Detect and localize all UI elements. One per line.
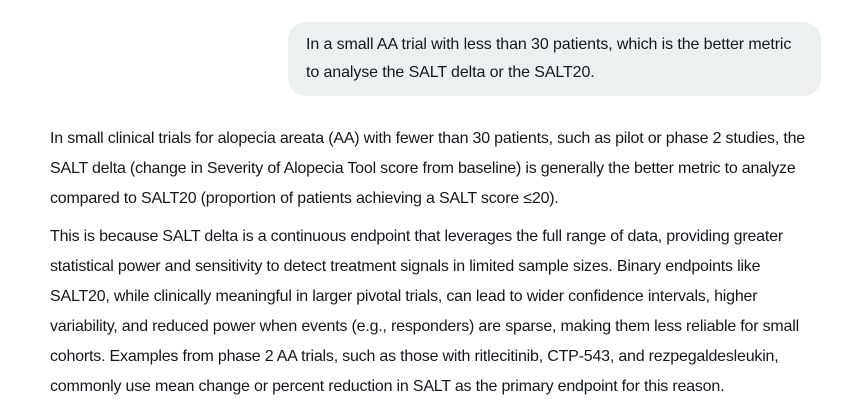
assistant-response: In small clinical trials for alopecia ar…	[50, 124, 820, 402]
user-message-row: In a small AA trial with less than 30 pa…	[0, 0, 841, 96]
user-message-text: In a small AA trial with less than 30 pa…	[306, 36, 792, 81]
assistant-paragraph-2: This is because SALT delta is a continuo…	[50, 228, 799, 395]
user-message-bubble: In a small AA trial with less than 30 pa…	[288, 22, 821, 96]
assistant-paragraph-1: In small clinical trials for alopecia ar…	[50, 130, 805, 207]
